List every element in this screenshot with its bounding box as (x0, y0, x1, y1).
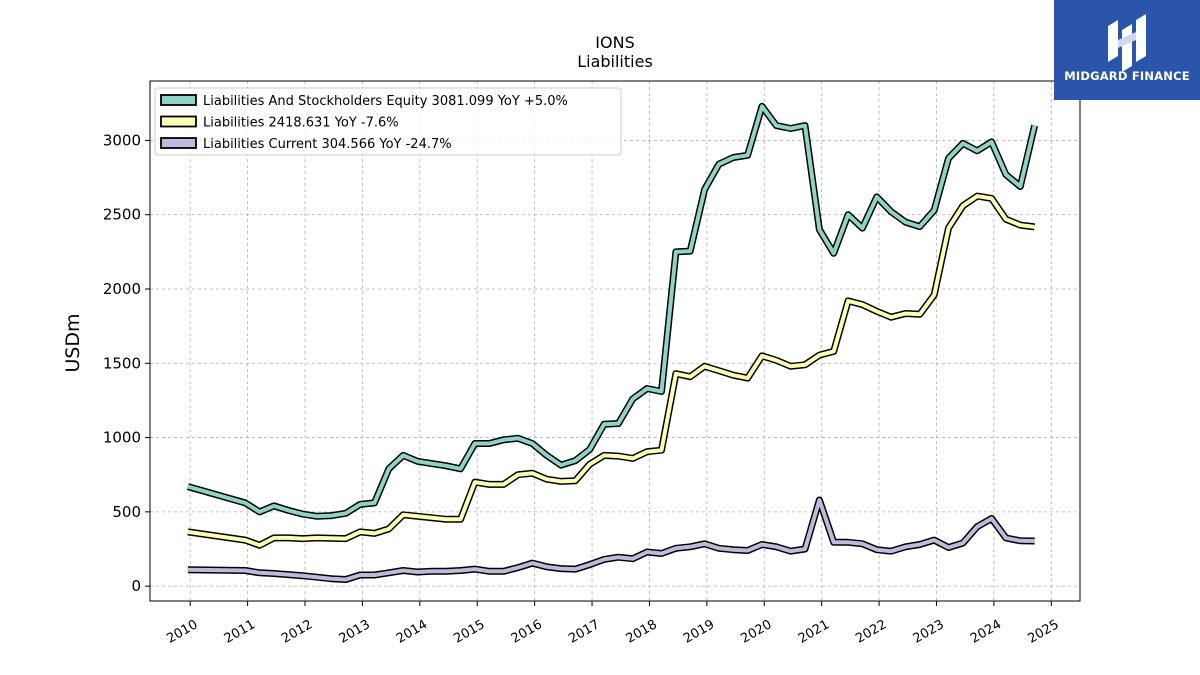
x-tick-label: 2016 (509, 617, 545, 647)
midgard-logo-icon (1054, 0, 1200, 100)
grid-layer (150, 81, 1080, 601)
x-tick-label: 2017 (566, 617, 602, 647)
series-layer (186, 102, 1039, 583)
x-tick-label: 2021 (796, 617, 832, 647)
series-line-2 (187, 498, 1035, 582)
logo-text: MIDGARD FINANCE (1064, 69, 1190, 83)
x-tick-label: 2015 (451, 617, 487, 647)
y-tick-label: 500 (112, 503, 141, 521)
legend-swatch (160, 115, 197, 128)
series-line-1 (187, 194, 1035, 548)
y-tick-label: 0 (131, 577, 141, 595)
legend-entry: Liabilities Current 304.566 YoY -24.7% (160, 137, 452, 152)
plot-area (149, 80, 1081, 602)
legend-swatch (160, 94, 197, 106)
legend-label: Liabilities And Stockholders Equity 3081… (203, 94, 568, 109)
legend-box (154, 87, 622, 156)
legend-entry: Liabilities And Stockholders Equity 3081… (160, 94, 568, 109)
x-tick-label: 2012 (279, 617, 315, 647)
legend-label: Liabilities 2418.631 YoY -7.6% (203, 116, 399, 131)
x-tick-label: 2014 (394, 617, 430, 647)
x-tick-label: 2025 (1025, 617, 1061, 647)
legend-swatch (160, 137, 197, 149)
x-tick-label: 2010 (164, 617, 200, 647)
x-tick-label: 2013 (337, 617, 373, 647)
x-tick-label: 2011 (222, 617, 258, 647)
x-tick-label: 2020 (738, 617, 774, 647)
x-tick-label: 2018 (624, 617, 660, 647)
y-axis-label: USDm (62, 313, 84, 372)
y-tick-label: 1500 (103, 354, 141, 372)
x-tick-label: 2023 (911, 617, 947, 647)
x-tick-label: 2024 (968, 617, 1004, 647)
midgard-finance-logo: MIDGARD FINANCE (1054, 0, 1200, 100)
chart-title: IONS (595, 33, 634, 52)
y-tick-label: 3000 (103, 131, 141, 149)
legend: Liabilities And Stockholders Equity 3081… (154, 87, 622, 156)
legend-entry: Liabilities 2418.631 YoY -7.6% (160, 115, 399, 131)
y-tick-label: 1000 (103, 429, 141, 447)
series-outline-1 (187, 192, 1036, 549)
y-tick-label: 2500 (103, 206, 141, 224)
legend-label: Liabilities Current 304.566 YoY -24.7% (203, 137, 452, 152)
chart-subtitle: Liabilities (577, 52, 653, 71)
y-tick-label: 2000 (103, 280, 141, 298)
x-tick-label: 2022 (853, 617, 889, 647)
y-axis: 0 500 1000 1500 2000 2500 3000 (103, 131, 150, 595)
x-tick-label: 2019 (681, 617, 717, 647)
series-line-0 (187, 104, 1037, 519)
x-axis: 2010 2011 2012 2013 2014 2015 2016 2017 2018 2019… (164, 601, 1062, 647)
